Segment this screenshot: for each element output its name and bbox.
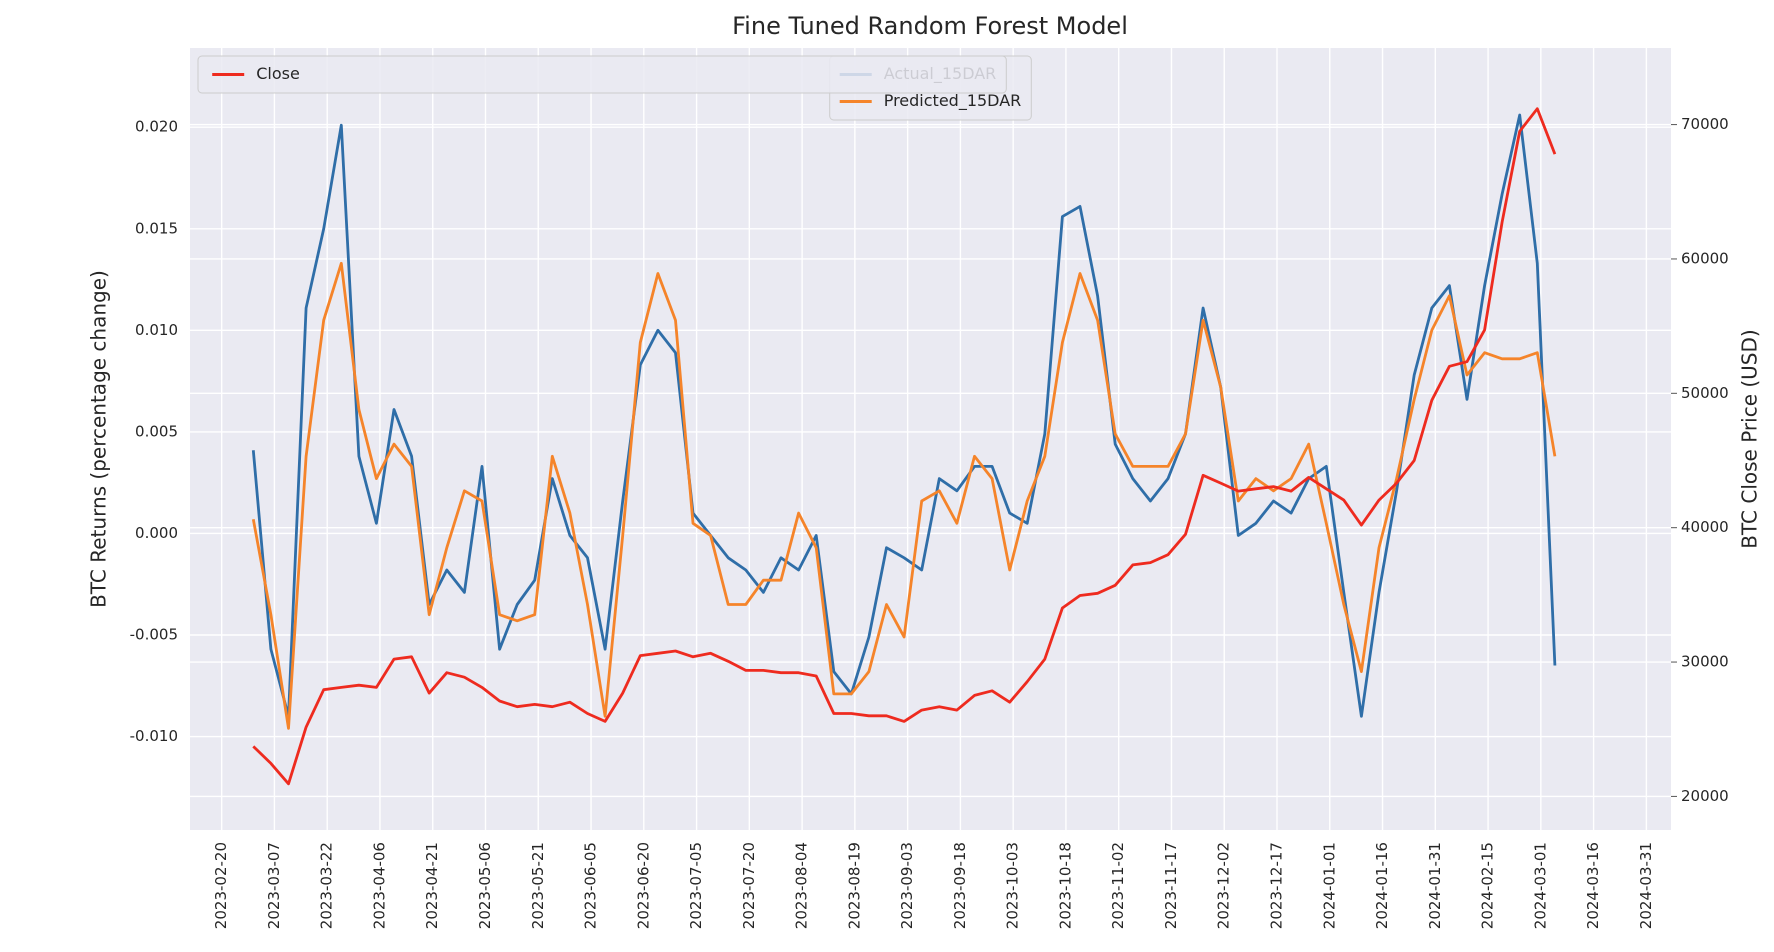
y2-tick-label: 20000 xyxy=(1681,787,1729,805)
legend-label: Close xyxy=(256,64,300,83)
x-tick-label: 2023-11-17 xyxy=(1162,842,1180,929)
y2-tick-label: 50000 xyxy=(1681,384,1729,402)
x-tick-label: 2023-12-17 xyxy=(1268,842,1286,929)
legend-label: Predicted_15DAR xyxy=(884,91,1022,111)
lines xyxy=(251,107,1557,786)
x-tick-label: 2024-01-31 xyxy=(1426,842,1444,929)
x-tick-label: 2023-06-20 xyxy=(634,842,652,929)
y-tick-label: 0.005 xyxy=(135,422,178,440)
x-tick-label: 2023-09-18 xyxy=(951,842,969,929)
y-tick-label: 0.015 xyxy=(135,219,178,237)
x-tick-label: 2023-07-05 xyxy=(687,842,705,929)
legend-box xyxy=(197,55,1007,94)
y2-tick-label: 70000 xyxy=(1681,115,1729,133)
grid: 2023-02-20 2023-03-07 2023-03-22 2023-04-06… xyxy=(130,48,1729,929)
y-tick-label: -0.005 xyxy=(130,626,178,644)
plot-area xyxy=(190,48,1671,830)
y-tick-label: -0.010 xyxy=(130,727,178,745)
x-tick-label: 2024-03-01 xyxy=(1531,842,1549,929)
x-tick-label: 2023-03-07 xyxy=(265,842,283,929)
x-tick-label: 2024-03-31 xyxy=(1637,842,1655,929)
x-tick-label: 2024-01-16 xyxy=(1373,842,1391,929)
y2-tick-label: 30000 xyxy=(1681,653,1729,671)
series-line xyxy=(251,261,1557,730)
x-tick-label: 2023-09-03 xyxy=(898,842,916,929)
x-tick-label: 2023-10-03 xyxy=(1004,842,1022,929)
x-tick-label: 2023-08-19 xyxy=(845,842,863,929)
y2-axis-label: BTC Close Price (USD) xyxy=(1738,329,1762,548)
x-tick-label: 2024-03-16 xyxy=(1584,842,1602,929)
x-tick-label: 2023-06-05 xyxy=(582,842,600,929)
x-tick-label: 2023-03-22 xyxy=(318,842,336,929)
y2-tick-label: 40000 xyxy=(1681,518,1729,536)
x-tick-label: 2023-05-06 xyxy=(476,842,494,929)
y-tick-label: 0.010 xyxy=(135,321,178,339)
y2-tick-label: 60000 xyxy=(1681,249,1729,267)
y-tick-label: 0.000 xyxy=(135,524,178,542)
x-tick-label: 2024-01-01 xyxy=(1320,842,1338,929)
series-line xyxy=(251,113,1557,718)
x-tick-label: 2023-02-20 xyxy=(212,842,230,929)
y-tick-label: 0.020 xyxy=(135,118,178,136)
x-tick-label: 2023-10-18 xyxy=(1056,842,1074,929)
series-line xyxy=(252,107,1557,786)
x-tick-label: 2024-02-15 xyxy=(1479,842,1497,929)
x-tick-label: 2023-11-02 xyxy=(1109,842,1127,929)
x-tick-label: 2023-04-21 xyxy=(423,842,441,929)
x-tick-label: 2023-05-21 xyxy=(529,842,547,929)
y-axis-label: BTC Returns (percentage change) xyxy=(87,270,111,608)
x-tick-label: 2023-07-20 xyxy=(740,842,758,929)
x-tick-label: 2023-04-06 xyxy=(370,842,388,929)
chart-title: Fine Tuned Random Forest Model xyxy=(732,12,1128,40)
x-tick-label: 2023-08-04 xyxy=(793,842,811,929)
x-tick-label: 2023-12-02 xyxy=(1215,842,1233,929)
